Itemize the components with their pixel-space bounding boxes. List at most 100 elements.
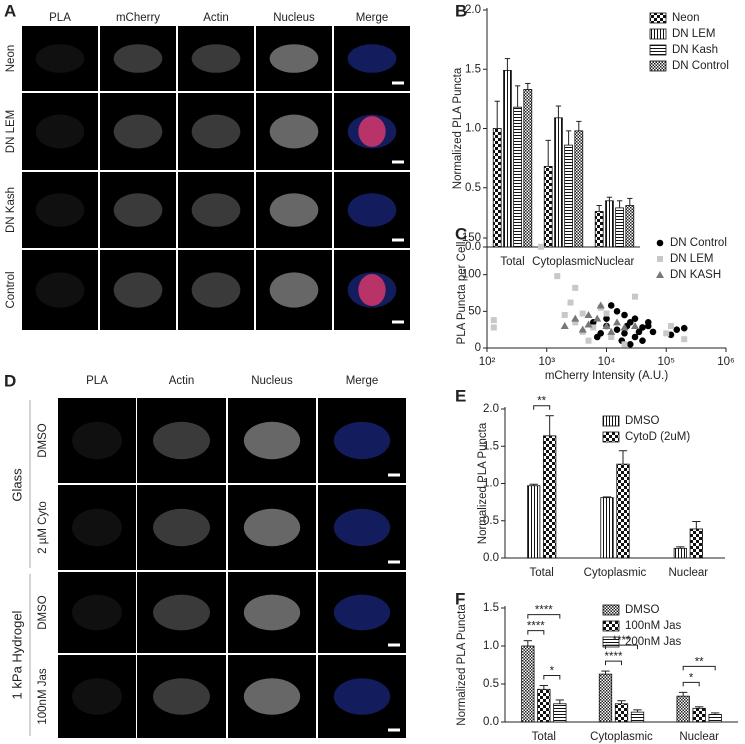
point [644, 319, 652, 326]
bar [605, 200, 614, 248]
sig-bracket [682, 665, 716, 671]
x-tick-label: Cytoplasmic [590, 731, 653, 743]
point [554, 273, 561, 280]
bar [543, 166, 553, 248]
bar [523, 88, 533, 248]
bar [692, 707, 706, 723]
y-tick-label: 0 [475, 342, 481, 354]
legend-swatch [649, 44, 667, 56]
point [608, 334, 615, 340]
point [663, 330, 670, 337]
legend-swatch [602, 636, 620, 648]
point [607, 327, 616, 335]
x-tick-label: 10² [479, 356, 496, 368]
cell [35, 44, 85, 73]
cell [243, 678, 301, 715]
point [673, 326, 681, 333]
bar [543, 435, 557, 559]
row-label: DMSO [37, 595, 49, 630]
cell [72, 678, 122, 715]
y-axis-label: Normalized PLA Puncta [452, 67, 464, 189]
cell [191, 272, 241, 308]
x-tick-label: Cytoplasmic [532, 256, 595, 268]
panel-label: F [455, 589, 465, 608]
y-axis-label: Normalized PLA Puncta [456, 604, 468, 726]
cell [153, 421, 210, 460]
row-label: DN LEM [5, 110, 17, 153]
point [632, 293, 639, 300]
point [656, 271, 664, 278]
point [584, 311, 593, 318]
point [631, 333, 639, 341]
micrograph [58, 398, 136, 483]
y-tick-label: 0.0 [483, 552, 499, 564]
y-tick-label: 1.5 [483, 440, 499, 452]
legend-swatch [602, 620, 620, 632]
point [657, 256, 663, 262]
legend-label: DN Kash [672, 44, 718, 56]
group-label: Glass [9, 468, 24, 502]
point [621, 341, 628, 348]
cell [72, 508, 122, 547]
legend-label: DMSO [625, 604, 660, 616]
micrograph [22, 93, 98, 170]
cell [269, 272, 319, 308]
legend-label: DN LEM [670, 253, 713, 265]
y-tick-label: 1.0 [483, 478, 499, 490]
panel-label: B [455, 1, 467, 20]
panel-label: D [4, 371, 16, 390]
legend-label: DN LEM [672, 28, 715, 40]
cell [113, 193, 163, 227]
sig-label: **** [605, 651, 623, 663]
y-tick-label: 150 [462, 232, 481, 244]
point [603, 315, 610, 322]
cell [347, 44, 397, 73]
point [584, 320, 593, 328]
cell [333, 594, 391, 631]
y-tick-label: 0.5 [465, 182, 481, 194]
bar [600, 497, 614, 559]
point [572, 319, 579, 326]
sig-label: **** [613, 635, 631, 647]
sig-label: ** [537, 396, 546, 408]
x-axis-label: mCherry Intensity (A.U.) [545, 370, 668, 382]
column-header: mCherry [116, 12, 160, 24]
point [621, 311, 628, 319]
point [667, 331, 675, 339]
micrograph [58, 655, 136, 738]
row-label: DN Kash [5, 187, 17, 233]
panel-label: C [455, 224, 467, 243]
point [571, 314, 580, 322]
cell [269, 193, 319, 227]
legend-swatch [602, 415, 620, 427]
row-label: Control [5, 271, 17, 308]
bar [614, 703, 629, 723]
point [667, 323, 674, 329]
point [639, 337, 646, 344]
point [490, 317, 497, 324]
sig-bracket [533, 405, 551, 410]
point [649, 328, 657, 336]
point [635, 328, 643, 336]
cell [243, 508, 301, 547]
point [596, 301, 605, 309]
bar [625, 205, 635, 248]
point [620, 323, 629, 331]
column-header: PLA [86, 375, 108, 387]
x-tick-label: Nuclear [595, 256, 635, 268]
x-tick-label: Total [530, 567, 554, 579]
point [607, 302, 615, 309]
sig-label: * [550, 666, 555, 678]
point [602, 322, 611, 329]
legend-label: DN KASH [670, 269, 721, 281]
x-tick-label: Total [532, 731, 556, 743]
sig-label: **** [527, 621, 545, 633]
legend-swatch [602, 604, 620, 616]
cell [333, 678, 391, 715]
cell [113, 272, 163, 308]
bar [527, 485, 541, 559]
bar [598, 673, 613, 723]
cell [153, 508, 210, 547]
cell [333, 421, 391, 460]
